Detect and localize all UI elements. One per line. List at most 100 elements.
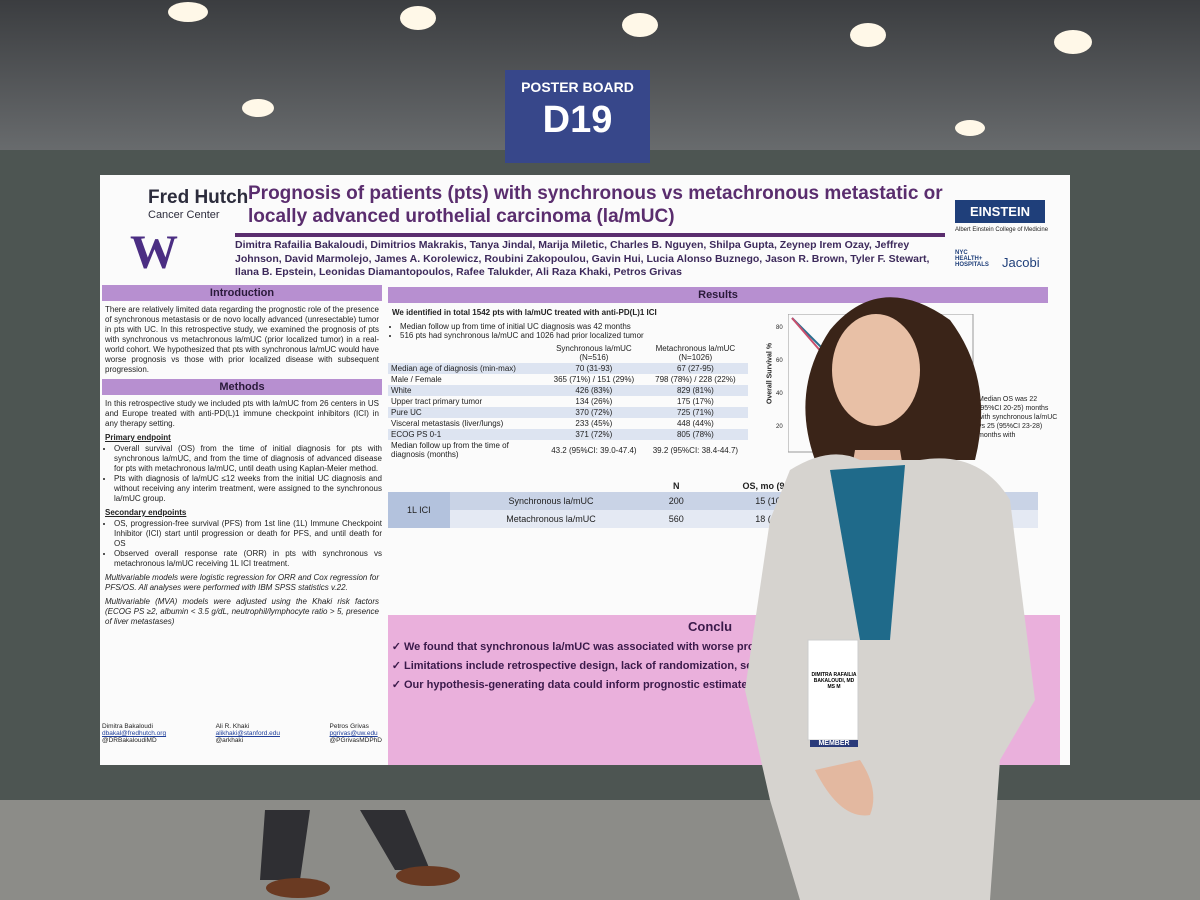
table-cell: 200 — [668, 496, 684, 506]
logo-text: Fred Hutch — [148, 187, 249, 208]
list-item: We found that synchronous la/mUC was ass… — [404, 640, 1060, 653]
list: Median follow up from time of initial UC… — [388, 322, 1048, 340]
table-cell: White — [388, 385, 545, 396]
paragraph: In this retrospective study we included … — [105, 399, 379, 428]
table-row: Median age of diagnosis (min-max) 70 (31-… — [388, 363, 748, 374]
contact-handle: @arkhaki — [215, 737, 244, 744]
table-cell: Median age of diagnosis (min-max) — [388, 363, 545, 374]
table-row: Median follow up from the time of diagno… — [388, 440, 748, 460]
table-cell: 233 (45%) — [575, 419, 613, 428]
list-item: Overall survival (OS) from the time of i… — [114, 444, 382, 474]
contact: Ali R. Khaki alikhaki@stanford.edu @arkhak… — [216, 723, 280, 744]
table-cell: 370 (72%) — [544, 407, 643, 418]
list-item: Pts with diagnosis of la/mUC ≤12 weeks f… — [114, 474, 382, 504]
contact-email: dbakal@fredhutch.org — [102, 730, 167, 737]
table-cell: 448 (44%) — [676, 419, 714, 428]
table-cell: Male / Female — [391, 375, 442, 384]
table-cell: 725 (71%) — [642, 407, 748, 418]
table-cell: 15 (10-20) — [755, 496, 797, 506]
table: Synchronous la/mUC (N=516) Metachronous l… — [388, 343, 748, 460]
table-cell: Median follow up from the time of diagno… — [391, 441, 509, 459]
note: Multivariable models were logistic regre… — [105, 573, 379, 592]
table-cell: ECOG PS 0-1 — [388, 429, 545, 440]
table-cell: 70 (31-93) — [544, 363, 643, 374]
logo-text: NYC HEALTH+ HOSPITALS — [955, 250, 989, 268]
logo-text: Albert Einstein College of Medicine — [955, 227, 1049, 233]
left-column: Introduction There are relatively limite… — [102, 285, 382, 631]
table-cell: 798 (78%) / 228 (22%) — [655, 375, 736, 384]
board-number: D19 — [542, 99, 613, 141]
rule — [235, 233, 945, 237]
table-cell: 560 — [668, 514, 684, 524]
list: OS, progression-free survival (PFS) from… — [102, 519, 382, 569]
contact-email: pgrivas@uw.edu — [329, 730, 378, 737]
contact-handle: @DRBakaloudiMD — [102, 737, 157, 744]
section-heading: Methods — [102, 379, 382, 395]
header-cell: Metachronous la/mUC (N=1026) — [655, 344, 736, 362]
contact-email: alikhaki@stanford.edu — [215, 730, 280, 737]
badge: DIMITRA RAFAILIA BAKALOUDI, MD MS M MEMB… — [810, 672, 858, 747]
tick-label: 80 — [776, 325, 783, 331]
paragraph: There are relatively limited data regard… — [105, 305, 379, 374]
list-item: Our hypothesis-generating data could inf… — [404, 678, 1060, 691]
contacts: Dimitra Bakaloudi dbakal@fredhutch.org @DR… — [102, 723, 382, 744]
section-heading: Introduction — [102, 285, 382, 301]
section-heading: Conclu — [688, 619, 733, 634]
side-note: Median OS was 22 (95%CI 20-25) months wi… — [978, 396, 1058, 440]
group-cell: 1L ICI — [388, 492, 450, 528]
table-row: White 426 (83%) 829 (81%) — [388, 385, 748, 396]
badge-role: MEMBER — [810, 740, 858, 747]
table-cell: Synchronous la/mUC — [508, 496, 594, 506]
table-cell: 175 (17%) — [676, 397, 714, 406]
board-sign: POSTER BOARD D19 — [505, 70, 650, 163]
table-cell: 67 (27-95) — [642, 363, 748, 374]
table-row: Upper tract primary tumor 134 (26%) 175 (1… — [388, 396, 748, 407]
subheading: Secondary endpoints — [105, 508, 187, 517]
table-cell: 371 (72%) — [544, 429, 643, 440]
sign-label: POSTER BOARD — [521, 79, 634, 95]
contact: Dimitra Bakaloudi dbakal@fredhutch.org @DR… — [102, 723, 166, 744]
contact: Petros Grivas pgrivas@uw.edu @PGrivasMDPhD — [330, 723, 382, 744]
table-row: Pure UC 370 (72%) 725 (71%) — [388, 407, 748, 418]
table-cell: 134 (26%) — [575, 397, 613, 406]
table-row: Male / Female 365 (71%) / 151 (29%) 798 (7… — [388, 374, 748, 385]
contact-name: Dimitra Bakaloudi — [102, 723, 153, 730]
badge-name: DIMITRA RAFAILIA — [811, 672, 857, 678]
list-item: Limitations include retrospective design… — [404, 659, 1060, 672]
list: We found that synchronous la/mUC was ass… — [388, 640, 1060, 691]
table-cell: Visceral metastasis (liver/lungs) — [391, 419, 504, 428]
table-cell: 426 (83%) — [544, 385, 643, 396]
table-cell: 43.2 (95%CI: 39.0-47.4) — [551, 445, 637, 455]
logo-text: Cancer Center — [148, 209, 220, 221]
contact-handle: @PGrivasMDPhD — [329, 737, 382, 744]
logo-text: EINSTEIN — [955, 200, 1045, 223]
table-row: ECOG PS 0-1 371 (72%) 805 (78%) — [388, 429, 748, 440]
header-cell: Synchronous la/mUC (N=516) — [556, 344, 632, 362]
subheading: Primary endpoint — [105, 433, 171, 442]
floor — [0, 800, 1200, 900]
logo-text: Jacobi — [1002, 255, 1040, 270]
note: Multivariable (MVA) models were adjusted… — [105, 597, 379, 626]
ticks: 80 60 40 20 — [776, 325, 786, 455]
table-cell: Upper tract primary tumor — [391, 397, 483, 406]
list: Overall survival (OS) from the time of i… — [102, 444, 382, 504]
table-cell: Metachronous la/mUC — [506, 514, 596, 524]
list-item: OS, progression-free survival (PFS) from… — [114, 519, 382, 549]
contact-name: Petros Grivas — [329, 723, 369, 730]
table-cell: 365 (71%) / 151 (29%) — [553, 375, 635, 384]
tick-label: 40 — [776, 391, 783, 397]
badge-creds: BAKALOUDI, MD MS M — [813, 678, 855, 690]
table-cell: 39.2 (95%CI: 38.4-44.7) — [652, 445, 739, 455]
lights — [168, 2, 1092, 136]
table-header: Synchronous la/mUC (N=516) Metachronous l… — [388, 343, 748, 363]
table-row: Visceral metastasis (liver/lungs) 233 (45… — [388, 418, 748, 429]
list-item: Median follow up from time of initial UC… — [400, 322, 1048, 331]
tick-label: 20 — [776, 424, 783, 430]
tick-label: 60 — [776, 358, 783, 364]
contact-name: Ali R. Khaki — [215, 723, 250, 730]
table-cell: Pure UC — [388, 407, 545, 418]
notes: Multivariable models were logistic regre… — [105, 573, 379, 627]
table-cell: 829 (81%) — [642, 385, 748, 396]
